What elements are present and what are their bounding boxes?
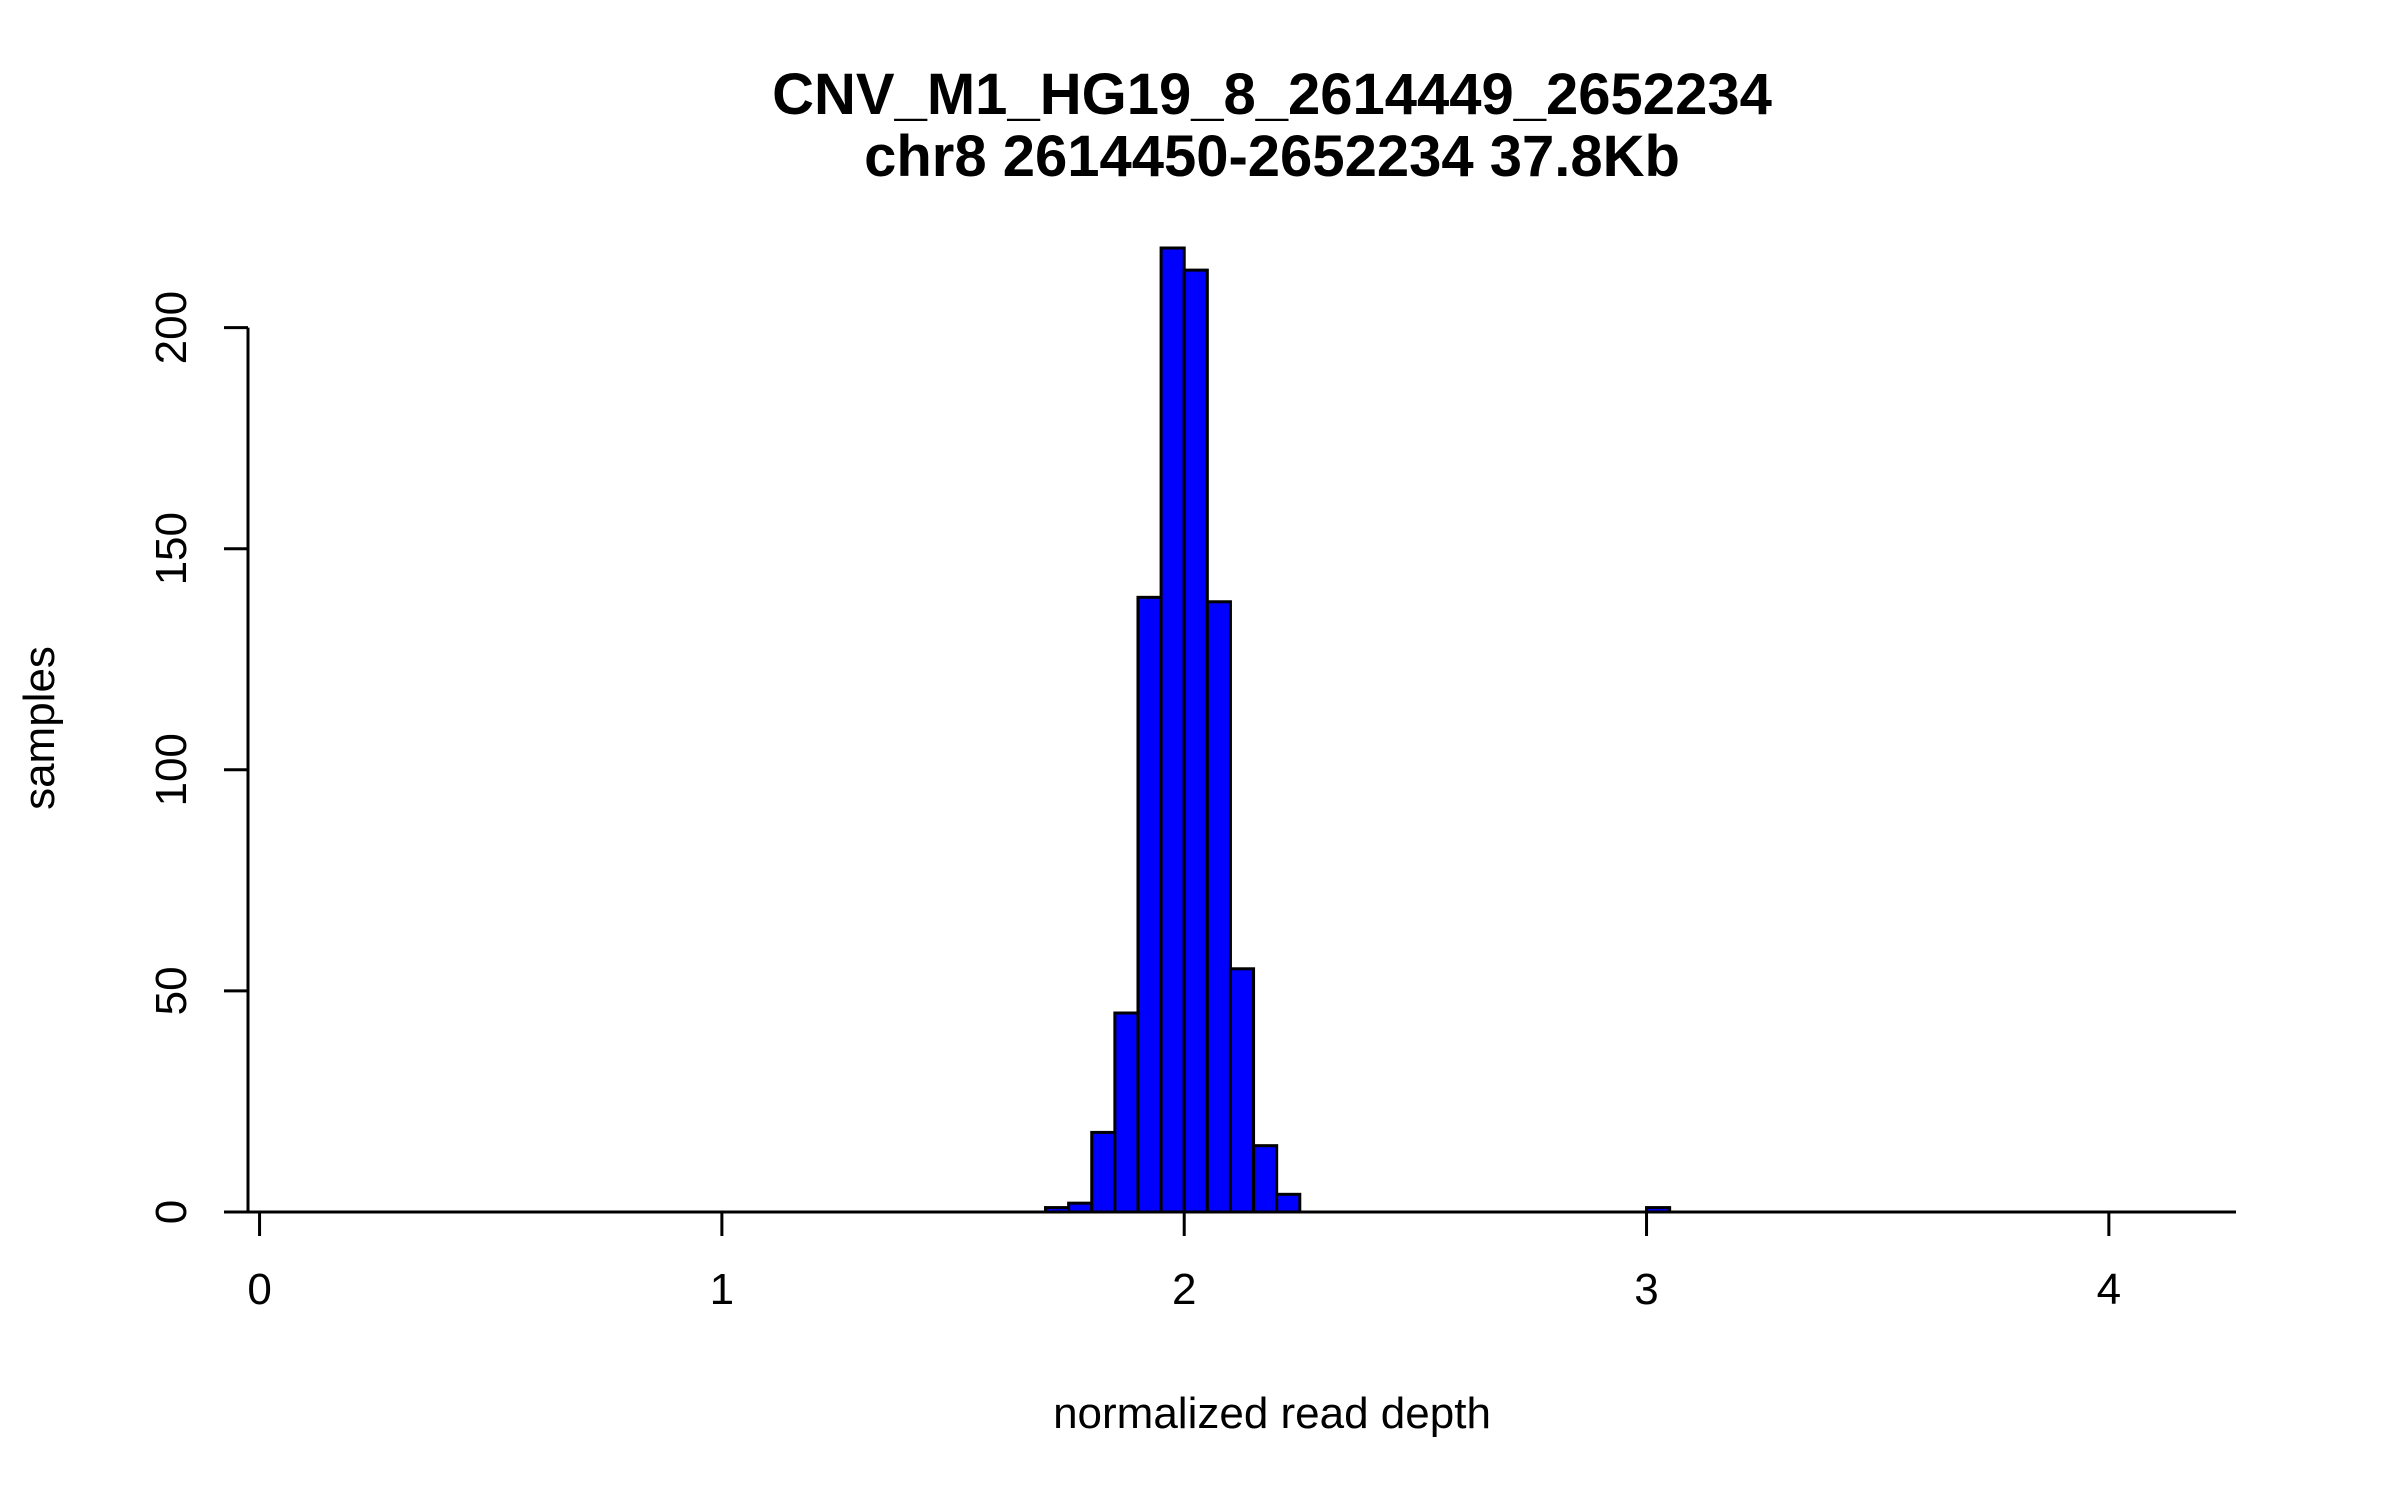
- histogram-bar: [1182, 268, 1209, 1214]
- chart-title: CNV_M1_HG19_8_2614449_2652234: [772, 62, 1772, 127]
- x-tick-label: 3: [1634, 1265, 1658, 1314]
- y-axis: 0 50 100 150 200: [147, 291, 250, 1224]
- x-axis: 0 1 2 3 4: [247, 1210, 2121, 1314]
- x-tick-label: 0: [247, 1265, 271, 1314]
- chart-subtitle: chr8 2614450-2652234 37.8Kb: [864, 124, 1680, 189]
- y-axis-title: samples: [15, 646, 64, 810]
- histogram-bar: [1275, 1192, 1302, 1214]
- bars-layer: [1044, 246, 1672, 1214]
- y-tick-label: 150: [147, 512, 196, 585]
- y-tick-label: 50: [147, 966, 196, 1015]
- y-tick-label: 0: [147, 1200, 196, 1224]
- histogram-bar: [1090, 1130, 1117, 1214]
- histogram-bar: [1159, 246, 1186, 1214]
- histogram-bar: [1205, 600, 1232, 1214]
- x-axis-title: normalized read depth: [1053, 1389, 1491, 1438]
- y-tick-label: 100: [147, 733, 196, 806]
- y-tick-label: 200: [147, 291, 196, 364]
- x-tick-label: 1: [710, 1265, 734, 1314]
- histogram-bar: [1113, 1011, 1140, 1214]
- x-tick-label: 4: [2097, 1265, 2121, 1314]
- histogram-bar: [1252, 1144, 1279, 1214]
- x-tick-label: 2: [1172, 1265, 1196, 1314]
- histogram-bar: [1228, 967, 1256, 1214]
- histogram-bar: [1136, 595, 1163, 1214]
